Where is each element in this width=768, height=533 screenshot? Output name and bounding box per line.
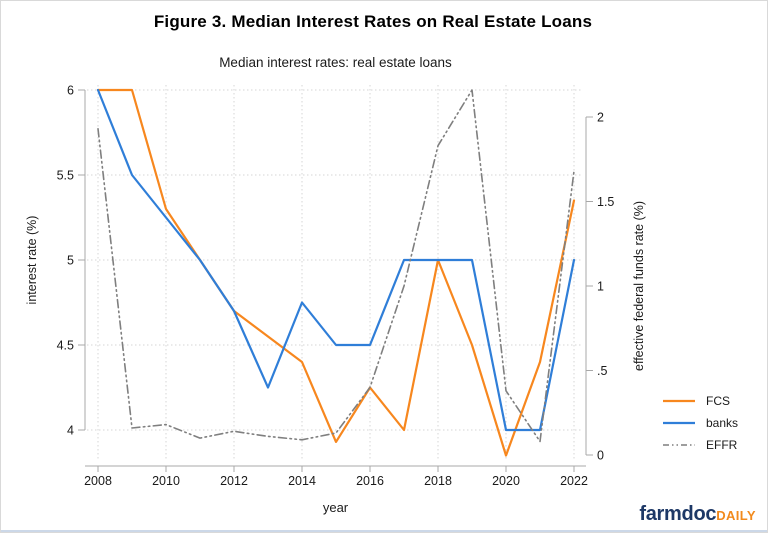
logo-farmdoc-text: farmdoc bbox=[639, 503, 717, 525]
svg-text:2012: 2012 bbox=[220, 474, 248, 488]
svg-text:2022: 2022 bbox=[560, 474, 588, 488]
legend-item-banks: banks bbox=[663, 415, 738, 431]
svg-text:0: 0 bbox=[597, 449, 604, 463]
svg-text:2018: 2018 bbox=[424, 474, 452, 488]
svg-text:5: 5 bbox=[67, 254, 74, 268]
svg-text:2010: 2010 bbox=[152, 474, 180, 488]
legend-item-effr: EFFR bbox=[663, 437, 738, 453]
logo-daily-text: DAILY bbox=[716, 508, 756, 523]
svg-text:2: 2 bbox=[597, 111, 604, 125]
svg-text:4.5: 4.5 bbox=[57, 339, 74, 353]
left-axis-title: interest rate (%) bbox=[25, 215, 39, 305]
bottom-divider bbox=[1, 530, 767, 532]
chart-subtitle: Median interest rates: real estate loans bbox=[219, 55, 452, 70]
svg-text:2014: 2014 bbox=[288, 474, 316, 488]
legend-label-effr: EFFR bbox=[706, 438, 738, 452]
svg-text:2008: 2008 bbox=[84, 474, 112, 488]
svg-text:.5: .5 bbox=[597, 364, 607, 378]
banks-line-icon bbox=[663, 421, 695, 425]
svg-text:1: 1 bbox=[597, 280, 604, 294]
right-axis-title: effective federal funds rate (%) bbox=[632, 201, 646, 371]
effr-line-icon bbox=[663, 444, 695, 446]
figure-title: Figure 3. Median Interest Rates on Real … bbox=[153, 12, 593, 31]
svg-text:2020: 2020 bbox=[492, 474, 520, 488]
svg-text:5.5: 5.5 bbox=[57, 169, 74, 183]
svg-text:2016: 2016 bbox=[356, 474, 384, 488]
svg-text:4: 4 bbox=[67, 424, 74, 438]
chart-legend: FCS banks EFFR bbox=[663, 393, 738, 459]
legend-label-fcs: FCS bbox=[706, 394, 730, 408]
svg-text:1.5: 1.5 bbox=[597, 195, 614, 209]
farmdoc-daily-logo: farmdoc DAILY bbox=[639, 503, 756, 526]
svg-text:6: 6 bbox=[67, 84, 74, 98]
fcs-line-icon bbox=[663, 399, 695, 403]
legend-label-banks: banks bbox=[706, 416, 739, 430]
legend-item-fcs: FCS bbox=[663, 393, 738, 409]
x-axis-title: year bbox=[322, 500, 349, 515]
